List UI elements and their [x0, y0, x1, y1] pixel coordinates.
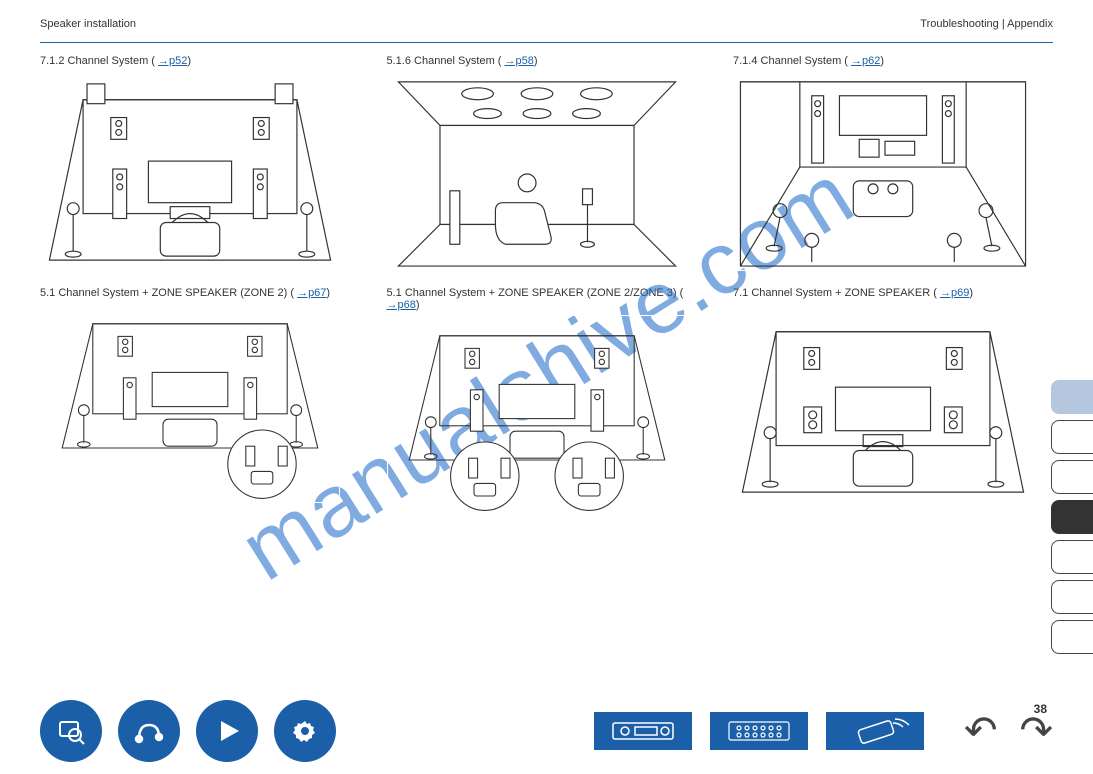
diagram-room-zone23	[387, 315, 687, 515]
header: Speaker installation Troubleshooting | A…	[0, 0, 1093, 38]
page-link[interactable]: →p52	[158, 55, 187, 67]
cell-7.1.4: 7.1.4 Channel System ( →p62)	[733, 55, 1053, 271]
remote-button[interactable]	[826, 712, 924, 750]
side-tab[interactable]	[1051, 420, 1093, 454]
side-tabs	[1051, 380, 1093, 654]
cell-title: 5.1 Channel System + ZONE SPEAKER (ZONE …	[387, 287, 707, 311]
page-link[interactable]: →p68	[387, 299, 416, 311]
cell-title: 5.1.6 Channel System ( →p58)	[387, 55, 707, 67]
room-illustration	[734, 72, 1032, 270]
diagram-room-perspective	[733, 71, 1033, 271]
cell-zone23: 5.1 Channel System + ZONE SPEAKER (ZONE …	[387, 287, 707, 515]
magnify-button[interactable]	[40, 700, 102, 762]
side-tab[interactable]	[1051, 460, 1093, 494]
front-panel-button[interactable]	[594, 712, 692, 750]
rear-panel-icon	[719, 717, 799, 745]
side-tab[interactable]	[1051, 540, 1093, 574]
room-illustration	[388, 72, 686, 270]
magnify-icon	[53, 713, 89, 749]
back-arrow-icon[interactable]: ↶	[964, 708, 998, 754]
page-link[interactable]: →p62	[851, 55, 880, 67]
forward-arrow-icon[interactable]: ↷	[1019, 708, 1053, 754]
gear-icon	[287, 713, 323, 749]
diagram-room-ceiling	[387, 71, 687, 271]
cell-5.1.6: 5.1.6 Channel System ( →p58)	[387, 55, 707, 271]
cell-title: 7.1.2 Channel System ( →p52)	[40, 55, 360, 67]
diagram-room-7.1-zone	[733, 303, 1033, 503]
bottom-bar: ↶ ↷	[0, 700, 1093, 762]
diagram-grid: 7.1.2 Channel System ( →p52)	[0, 43, 1093, 515]
row-1: 7.1.2 Channel System ( →p52)	[40, 55, 1053, 271]
room-illustration	[41, 72, 339, 270]
front-panel-icon	[603, 717, 683, 745]
page-link[interactable]: →p58	[505, 55, 534, 67]
page-link[interactable]: →p69	[940, 287, 969, 299]
play-icon	[209, 713, 245, 749]
cell-title: 5.1 Channel System + ZONE SPEAKER (ZONE …	[40, 287, 360, 299]
header-right: Troubleshooting | Appendix	[920, 18, 1053, 30]
rear-panel-button[interactable]	[710, 712, 808, 750]
side-tab[interactable]	[1051, 620, 1093, 654]
cable-button[interactable]	[118, 700, 180, 762]
side-tab[interactable]	[1051, 500, 1093, 534]
header-left: Speaker installation	[40, 18, 136, 30]
remote-icon	[835, 717, 915, 745]
diagram-room-7.1.2	[40, 71, 340, 271]
cell-title: 7.1.4 Channel System ( →p62)	[733, 55, 1053, 67]
side-tab[interactable]	[1051, 380, 1093, 414]
diagram-room-zone2	[40, 303, 340, 503]
cable-icon	[131, 713, 167, 749]
rect-buttons	[594, 712, 924, 750]
row-2: 5.1 Channel System + ZONE SPEAKER (ZONE …	[40, 287, 1053, 515]
page-link[interactable]: →p67	[297, 287, 326, 299]
room-illustration	[41, 304, 339, 502]
nav-arrows: ↶ ↷	[964, 708, 1053, 754]
room-illustration	[388, 316, 686, 514]
circle-buttons	[40, 700, 336, 762]
room-illustration	[734, 304, 1032, 502]
cell-zone2: 5.1 Channel System + ZONE SPEAKER (ZONE …	[40, 287, 360, 515]
side-tab[interactable]	[1051, 580, 1093, 614]
play-button[interactable]	[196, 700, 258, 762]
cell-7.1.2: 7.1.2 Channel System ( →p52)	[40, 55, 360, 271]
cell-title: 7.1 Channel System + ZONE SPEAKER ( →p69…	[733, 287, 1053, 299]
settings-button[interactable]	[274, 700, 336, 762]
cell-7.1-zone: 7.1 Channel System + ZONE SPEAKER ( →p69…	[733, 287, 1053, 515]
